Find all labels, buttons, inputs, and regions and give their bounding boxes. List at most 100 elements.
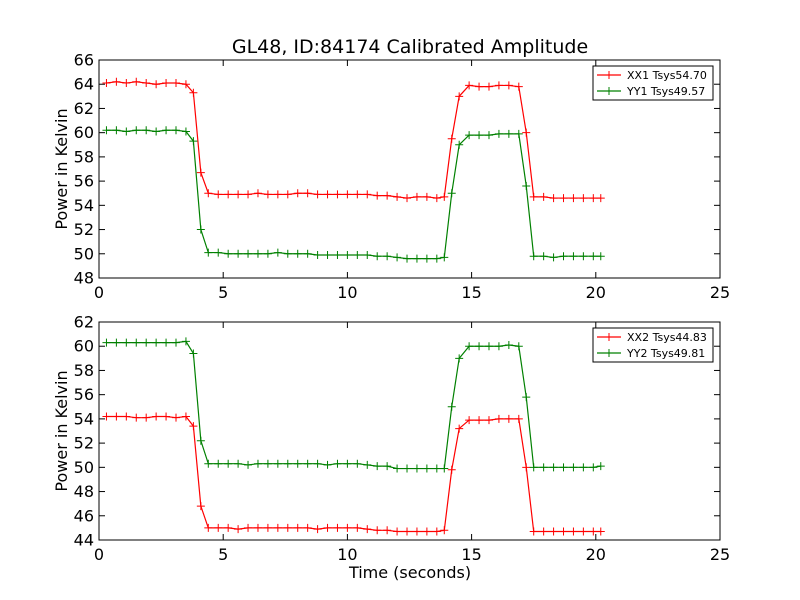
data-point: [422, 254, 431, 263]
data-point: [204, 523, 213, 532]
chart-title: GL48, ID:84174 Calibrated Amplitude: [232, 36, 588, 58]
data-point: [283, 249, 292, 258]
data-point: [263, 190, 272, 199]
series-1: [102, 77, 605, 203]
data-point: [283, 523, 292, 532]
data-point: [432, 254, 441, 263]
data-point: [181, 412, 190, 421]
data-point: [152, 80, 161, 89]
data-point: [412, 254, 421, 263]
x-axis-label: Time (seconds): [348, 563, 471, 582]
data-point: [172, 338, 181, 347]
data-point: [303, 189, 312, 198]
data-point: [363, 525, 372, 534]
data-point: [475, 131, 484, 140]
data-point: [522, 128, 531, 137]
data-point: [539, 527, 548, 536]
y-tick-label: 48: [74, 269, 94, 288]
data-point: [539, 463, 548, 472]
data-point: [102, 412, 111, 421]
x-tick-label: 10: [337, 283, 357, 302]
x-tick-label: 25: [710, 283, 730, 302]
x-tick-label: 15: [461, 283, 481, 302]
data-point: [253, 523, 262, 532]
data-point: [549, 253, 558, 262]
data-point: [122, 338, 131, 347]
data-point: [589, 527, 598, 536]
data-point: [224, 249, 233, 258]
data-point: [122, 412, 131, 421]
data-point: [559, 527, 568, 536]
data-point: [539, 192, 548, 201]
series-2: [102, 126, 605, 263]
data-point: [273, 190, 282, 199]
x-tick-label: 15: [461, 545, 481, 564]
data-point: [293, 523, 302, 532]
data-point: [234, 525, 243, 534]
data-point: [263, 523, 272, 532]
data-point: [234, 190, 243, 199]
data-point: [162, 79, 171, 88]
legend-item: XX2 Tsys44.83: [597, 331, 707, 344]
data-point: [343, 190, 352, 199]
data-point: [539, 252, 548, 261]
data-point: [353, 250, 362, 259]
data-point: [432, 194, 441, 203]
x-tick-label: 5: [218, 545, 228, 564]
data-point: [112, 77, 121, 86]
data-point: [273, 459, 282, 468]
data-point: [569, 194, 578, 203]
data-point: [475, 342, 484, 351]
data-point: [494, 342, 503, 351]
x-tick-label: 25: [710, 545, 730, 564]
data-point: [432, 527, 441, 536]
data-point: [152, 412, 161, 421]
y-axis-label: Power in Kelvin: [52, 370, 71, 491]
y-tick-label: 58: [74, 147, 94, 166]
data-point: [189, 137, 198, 146]
data-point: [579, 194, 588, 203]
data-point: [393, 464, 402, 473]
data-point: [514, 129, 523, 138]
legend-box: [592, 327, 714, 363]
data-point: [263, 459, 272, 468]
data-point: [112, 338, 121, 347]
data-point: [447, 134, 456, 143]
y-tick-label: 60: [74, 337, 94, 356]
data-point: [189, 422, 198, 431]
data-point: [465, 416, 474, 425]
data-point: [333, 250, 342, 259]
data-point: [422, 464, 431, 473]
data-point: [363, 190, 372, 199]
data-point: [353, 459, 362, 468]
data-point: [244, 249, 253, 258]
y-tick-label: 64: [74, 75, 94, 94]
data-point: [204, 189, 213, 198]
data-point: [494, 414, 503, 423]
data-point: [596, 462, 605, 471]
data-point: [224, 523, 233, 532]
data-point: [412, 192, 421, 201]
data-point: [569, 527, 578, 536]
x-tick-label: 10: [337, 545, 357, 564]
data-point: [589, 463, 598, 472]
data-point: [102, 79, 111, 88]
y-tick-label: 66: [74, 51, 94, 70]
y-tick-label: 52: [74, 220, 94, 239]
data-point: [494, 129, 503, 138]
data-point: [204, 459, 213, 468]
data-point: [514, 82, 523, 91]
data-point: [234, 249, 243, 258]
data-point: [504, 341, 513, 350]
x-tick-label: 20: [586, 545, 606, 564]
data-point: [244, 523, 253, 532]
legend: XX2 Tsys44.83 YY2 Tsys49.81: [592, 327, 714, 363]
data-point: [142, 126, 151, 135]
legend-label: YY2 Tsys49.81: [626, 347, 705, 360]
data-point: [465, 81, 474, 90]
data-point: [343, 523, 352, 532]
x-tick-label: 0: [94, 545, 104, 564]
data-point: [412, 527, 421, 536]
data-point: [579, 252, 588, 261]
